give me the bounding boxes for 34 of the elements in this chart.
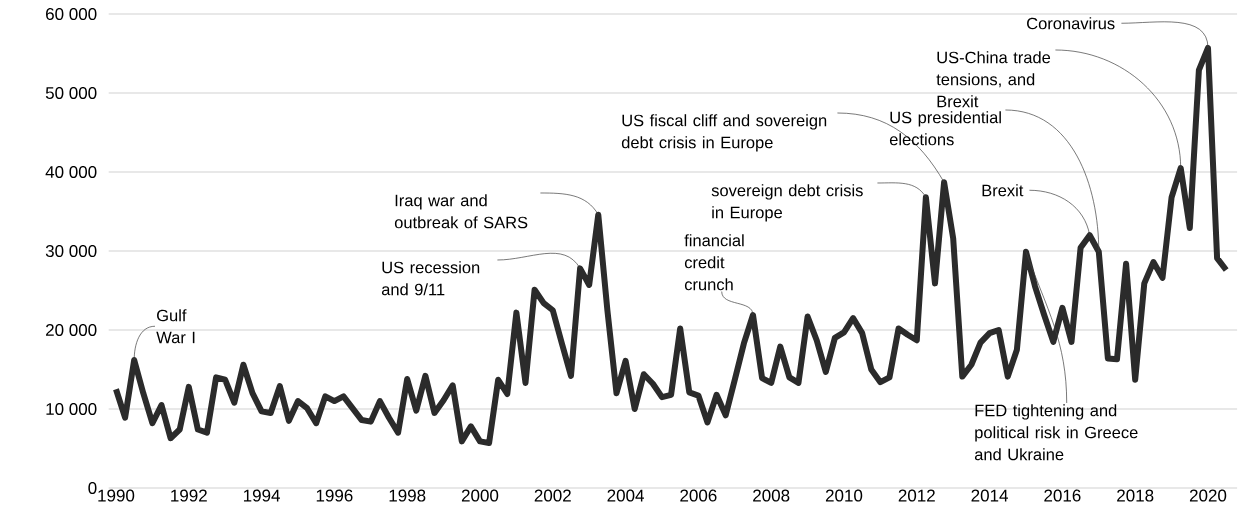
x-tick-label: 1998: [389, 489, 426, 502]
y-tick-label: 10 000: [46, 402, 97, 416]
annotation: Gulf War I: [156, 309, 195, 344]
x-tick-label: 2020: [1189, 489, 1227, 502]
annotation: US-China trade tensions, and Brexit: [936, 51, 1051, 108]
x-tick-label: 2018: [1117, 489, 1154, 502]
y-tick-label: 0: [88, 481, 97, 495]
annotation: US fiscal cliff and sovereign debt crisis in Europe: [621, 114, 827, 152]
y-tick-label: 30 000: [45, 244, 97, 258]
annotation: US recession and 9/11: [381, 261, 480, 296]
annotation: Brexit: [982, 184, 1024, 197]
x-tick-label: 2002: [534, 489, 571, 502]
annotation: US presidential elections: [889, 111, 1001, 146]
x-tick-label: 2006: [680, 489, 717, 502]
x-tick-label: 2010: [825, 489, 863, 502]
annotation: FED tightening and political risk in Greece and Ukraine: [974, 404, 1138, 461]
x-tick-label: 2012: [898, 489, 935, 502]
x-tick-label: 2004: [607, 489, 644, 502]
x-tick-label: 1990: [98, 489, 135, 502]
x-tick-label: 1996: [316, 489, 353, 502]
y-tick-label: 50 000: [45, 86, 97, 100]
y-tick-label: 40 000: [45, 165, 97, 179]
annotation: Coronavirus: [1027, 17, 1115, 30]
annotation: financial credit crunch: [684, 234, 744, 291]
x-tick-label: 2008: [753, 489, 790, 502]
y-tick-label: 20 000: [46, 323, 97, 337]
annotation: Iraq war and outbreak of SARS: [394, 194, 528, 229]
y-tick-label: 60 000: [46, 7, 97, 21]
x-tick-label: 2000: [461, 489, 499, 502]
x-tick-label: 2014: [971, 489, 1008, 502]
x-tick-label: 2016: [1044, 489, 1081, 502]
annotation: sovereign debt crisis in Europe: [711, 184, 863, 222]
x-tick-label: 1994: [243, 489, 280, 502]
x-tick-label: 1992: [171, 489, 207, 502]
